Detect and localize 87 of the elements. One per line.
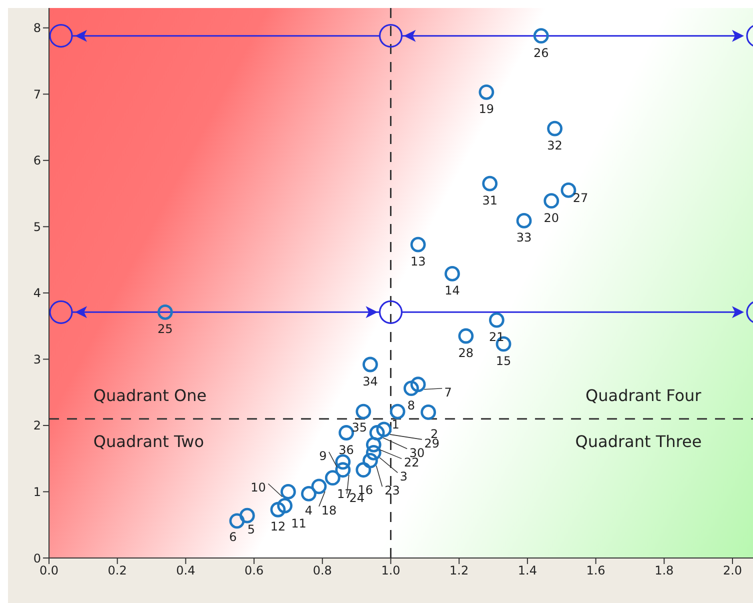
point <box>533 28 549 44</box>
annotation: 31 <box>482 194 498 208</box>
point <box>369 425 385 440</box>
point <box>301 486 316 502</box>
annotation: 1 <box>392 418 400 432</box>
annotation: 28 <box>458 346 474 360</box>
point <box>338 425 354 440</box>
point <box>324 470 340 486</box>
y-tick-label: 4 <box>33 286 41 300</box>
annotation: 25 <box>158 322 173 336</box>
annotation: Quadrant Three <box>575 432 702 452</box>
point <box>420 404 436 420</box>
annotation: 3 <box>400 470 408 484</box>
point <box>277 498 293 514</box>
point <box>356 462 372 478</box>
x-tick-label: 0.8 <box>312 564 332 578</box>
annotation: 7 <box>444 385 452 400</box>
x-tick-label: 1.0 <box>381 564 400 578</box>
point <box>410 236 426 252</box>
annotation: 18 <box>321 503 337 518</box>
point <box>458 328 474 344</box>
annotation: 23 <box>384 484 400 498</box>
annotation: Quadrant One <box>93 386 207 405</box>
annotation: 33 <box>516 230 532 245</box>
x-tick-label: 1.6 <box>586 564 606 578</box>
x-tick-label: 0.4 <box>176 564 196 578</box>
point <box>335 462 351 478</box>
point <box>478 84 494 100</box>
point <box>404 380 419 396</box>
y-tick-label: 1 <box>33 484 41 499</box>
point <box>362 356 378 372</box>
point <box>390 404 406 420</box>
annotation: 4 <box>304 504 313 518</box>
y-tick-label: 6 <box>33 154 41 168</box>
point <box>488 312 504 328</box>
annotation: 5 <box>247 522 256 537</box>
y-tick-label: 2 <box>33 418 41 433</box>
point <box>482 176 498 192</box>
annotation: 21 <box>489 330 504 344</box>
y-tick-label: 3 <box>33 352 41 366</box>
point <box>444 266 460 282</box>
y-tick-label: 0 <box>33 551 41 566</box>
annotation: 36 <box>338 442 354 457</box>
annotation: 20 <box>544 210 560 225</box>
point <box>356 404 372 420</box>
point <box>240 508 255 524</box>
point <box>544 193 560 209</box>
x-tick-label: 2.0 <box>722 564 742 578</box>
point <box>157 304 173 320</box>
x-tick-label: 1.2 <box>450 564 469 578</box>
point <box>362 452 378 468</box>
annotation: 14 <box>444 284 460 298</box>
annotation: 32 <box>547 138 562 153</box>
point <box>335 454 351 470</box>
point <box>547 120 562 136</box>
x-tick-label: 0.2 <box>108 564 127 578</box>
point <box>366 444 382 460</box>
point <box>270 502 286 518</box>
point <box>366 436 382 452</box>
annotation: 11 <box>291 516 306 531</box>
y-tick-label: 7 <box>33 87 41 102</box>
y-tick-label: 5 <box>33 220 41 234</box>
annotation: 8 <box>407 398 416 412</box>
point <box>410 376 426 392</box>
point <box>311 478 327 494</box>
point <box>280 484 296 500</box>
annotation: 12 <box>270 520 286 534</box>
point <box>516 213 532 228</box>
annotation: 19 <box>478 102 494 116</box>
annotation: Quadrant Four <box>586 386 702 405</box>
point <box>376 422 392 438</box>
x-tick-label: 0.0 <box>39 564 59 578</box>
annotation: 10 <box>250 480 266 495</box>
annotation: 6 <box>229 530 237 544</box>
annotation: Quadrant Two <box>93 432 204 452</box>
x-tick-label: 1.4 <box>518 564 537 578</box>
point <box>229 513 245 529</box>
annotation: 15 <box>496 354 512 368</box>
annotation: 35 <box>352 420 368 435</box>
annotation: 34 <box>362 374 378 389</box>
annotation: 13 <box>410 254 426 269</box>
annotation: 9 <box>319 448 327 463</box>
x-tick-label: 1.8 <box>654 564 674 578</box>
annotation: 27 <box>572 191 588 206</box>
annotation: 26 <box>533 46 549 60</box>
x-tick-label: 0.6 <box>244 564 264 578</box>
y-tick-label: 8 <box>33 21 41 36</box>
